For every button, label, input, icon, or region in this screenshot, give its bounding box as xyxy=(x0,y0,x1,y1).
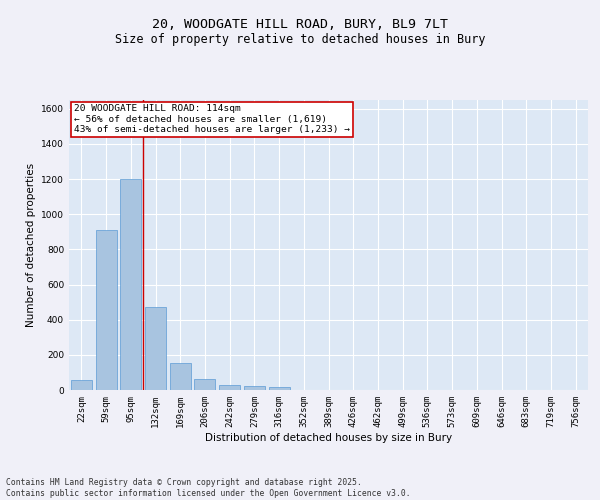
Bar xyxy=(145,306,166,390)
Bar xyxy=(194,380,215,390)
Bar xyxy=(71,380,92,390)
Y-axis label: Number of detached properties: Number of detached properties xyxy=(26,163,35,327)
Text: 20, WOODGATE HILL ROAD, BURY, BL9 7LT: 20, WOODGATE HILL ROAD, BURY, BL9 7LT xyxy=(152,18,448,30)
Bar xyxy=(170,363,191,390)
Bar xyxy=(95,230,116,390)
Text: Contains HM Land Registry data © Crown copyright and database right 2025.
Contai: Contains HM Land Registry data © Crown c… xyxy=(6,478,410,498)
Bar xyxy=(269,388,290,390)
Bar xyxy=(219,384,240,390)
Text: Size of property relative to detached houses in Bury: Size of property relative to detached ho… xyxy=(115,32,485,46)
Bar xyxy=(244,386,265,390)
X-axis label: Distribution of detached houses by size in Bury: Distribution of detached houses by size … xyxy=(205,432,452,442)
Text: 20 WOODGATE HILL ROAD: 114sqm
← 56% of detached houses are smaller (1,619)
43% o: 20 WOODGATE HILL ROAD: 114sqm ← 56% of d… xyxy=(74,104,350,134)
Bar xyxy=(120,179,141,390)
